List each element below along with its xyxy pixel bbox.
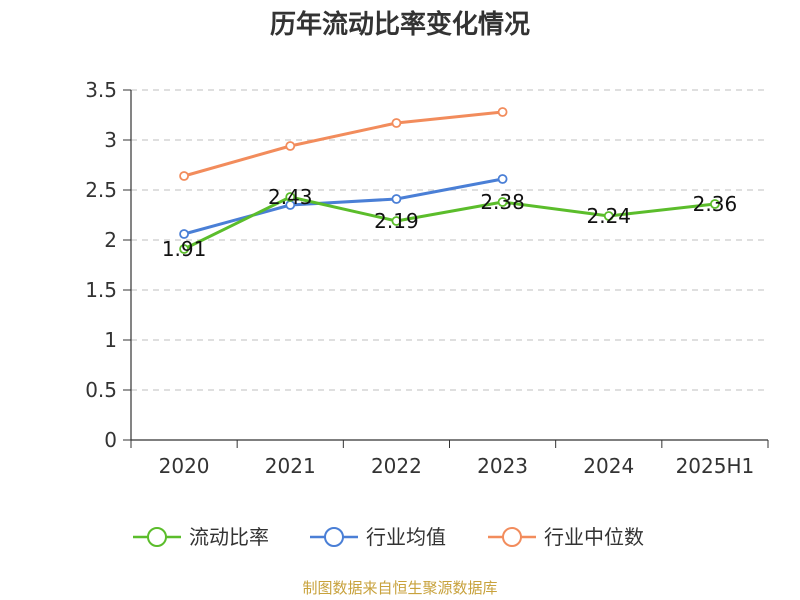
- legend-label: 行业均值: [366, 525, 446, 549]
- series-line: [183, 195, 716, 251]
- data-point: [710, 199, 720, 209]
- data-point: [179, 244, 189, 254]
- data-label: 2.38: [480, 190, 525, 214]
- legend-item[interactable]: 行业均值: [310, 525, 446, 549]
- data-labels: 1.91 2.43 2.19 2.38 2.24 2.36: [162, 185, 737, 261]
- data-point: [603, 211, 614, 221]
- series-area: [179, 107, 720, 254]
- legend-label: 行业中位数: [544, 525, 644, 549]
- data-label: 2.19: [374, 209, 419, 233]
- data-point: [179, 229, 189, 239]
- y-tick-label: 1: [104, 328, 117, 352]
- data-point: [497, 107, 508, 117]
- data-point: [497, 197, 508, 207]
- data-label: 2.24: [586, 204, 631, 228]
- data-label: 2.43: [268, 185, 313, 209]
- data-point: [497, 174, 508, 184]
- legend-marker: [324, 527, 344, 547]
- data-point: [391, 216, 402, 226]
- data-point: [179, 171, 189, 181]
- data-point: [285, 192, 296, 202]
- data-label: 2.36: [693, 192, 738, 216]
- y-tick-label: 2: [104, 228, 117, 252]
- data-point: [391, 194, 402, 204]
- series-line: [183, 177, 503, 236]
- y-tick-label: 0.5: [85, 378, 117, 402]
- x-tick-label: 2020: [159, 454, 210, 478]
- x-tick-label: 2021: [265, 454, 316, 478]
- y-tick-label: 3: [104, 128, 117, 152]
- legend-item[interactable]: 流动比率: [133, 525, 269, 549]
- y-tick-label: 0: [104, 428, 117, 452]
- y-tick-label: 1.5: [85, 278, 117, 302]
- y-tick-label: 3.5: [85, 78, 117, 102]
- legend-marker: [147, 527, 167, 547]
- data-label: 1.91: [162, 237, 207, 261]
- x-tick-label: 2025H1: [676, 454, 755, 478]
- legend-item[interactable]: 行业中位数: [488, 525, 644, 549]
- data-point: [391, 118, 402, 128]
- legend-marker: [502, 527, 522, 547]
- x-tick-label: 2023: [477, 454, 528, 478]
- legend[interactable]: 流动比率 行业均值 行业中位数: [133, 525, 644, 549]
- x-tick-label: 2022: [371, 454, 422, 478]
- x-tick-label: 2024: [583, 454, 634, 478]
- grid: [131, 89, 768, 391]
- source-note: 制图数据来自恒生聚源数据库: [302, 579, 497, 597]
- legend-label: 流动比率: [189, 525, 269, 549]
- chart-title: 历年流动比率变化情况: [270, 9, 530, 40]
- axes: 0 0.5 1 1.5 2 2.5 3 3.5 2020 2021 2022 2023 2024 2025…: [85, 78, 769, 478]
- data-point: [285, 141, 296, 151]
- y-tick-label: 2.5: [85, 178, 117, 202]
- series-line: [183, 110, 503, 178]
